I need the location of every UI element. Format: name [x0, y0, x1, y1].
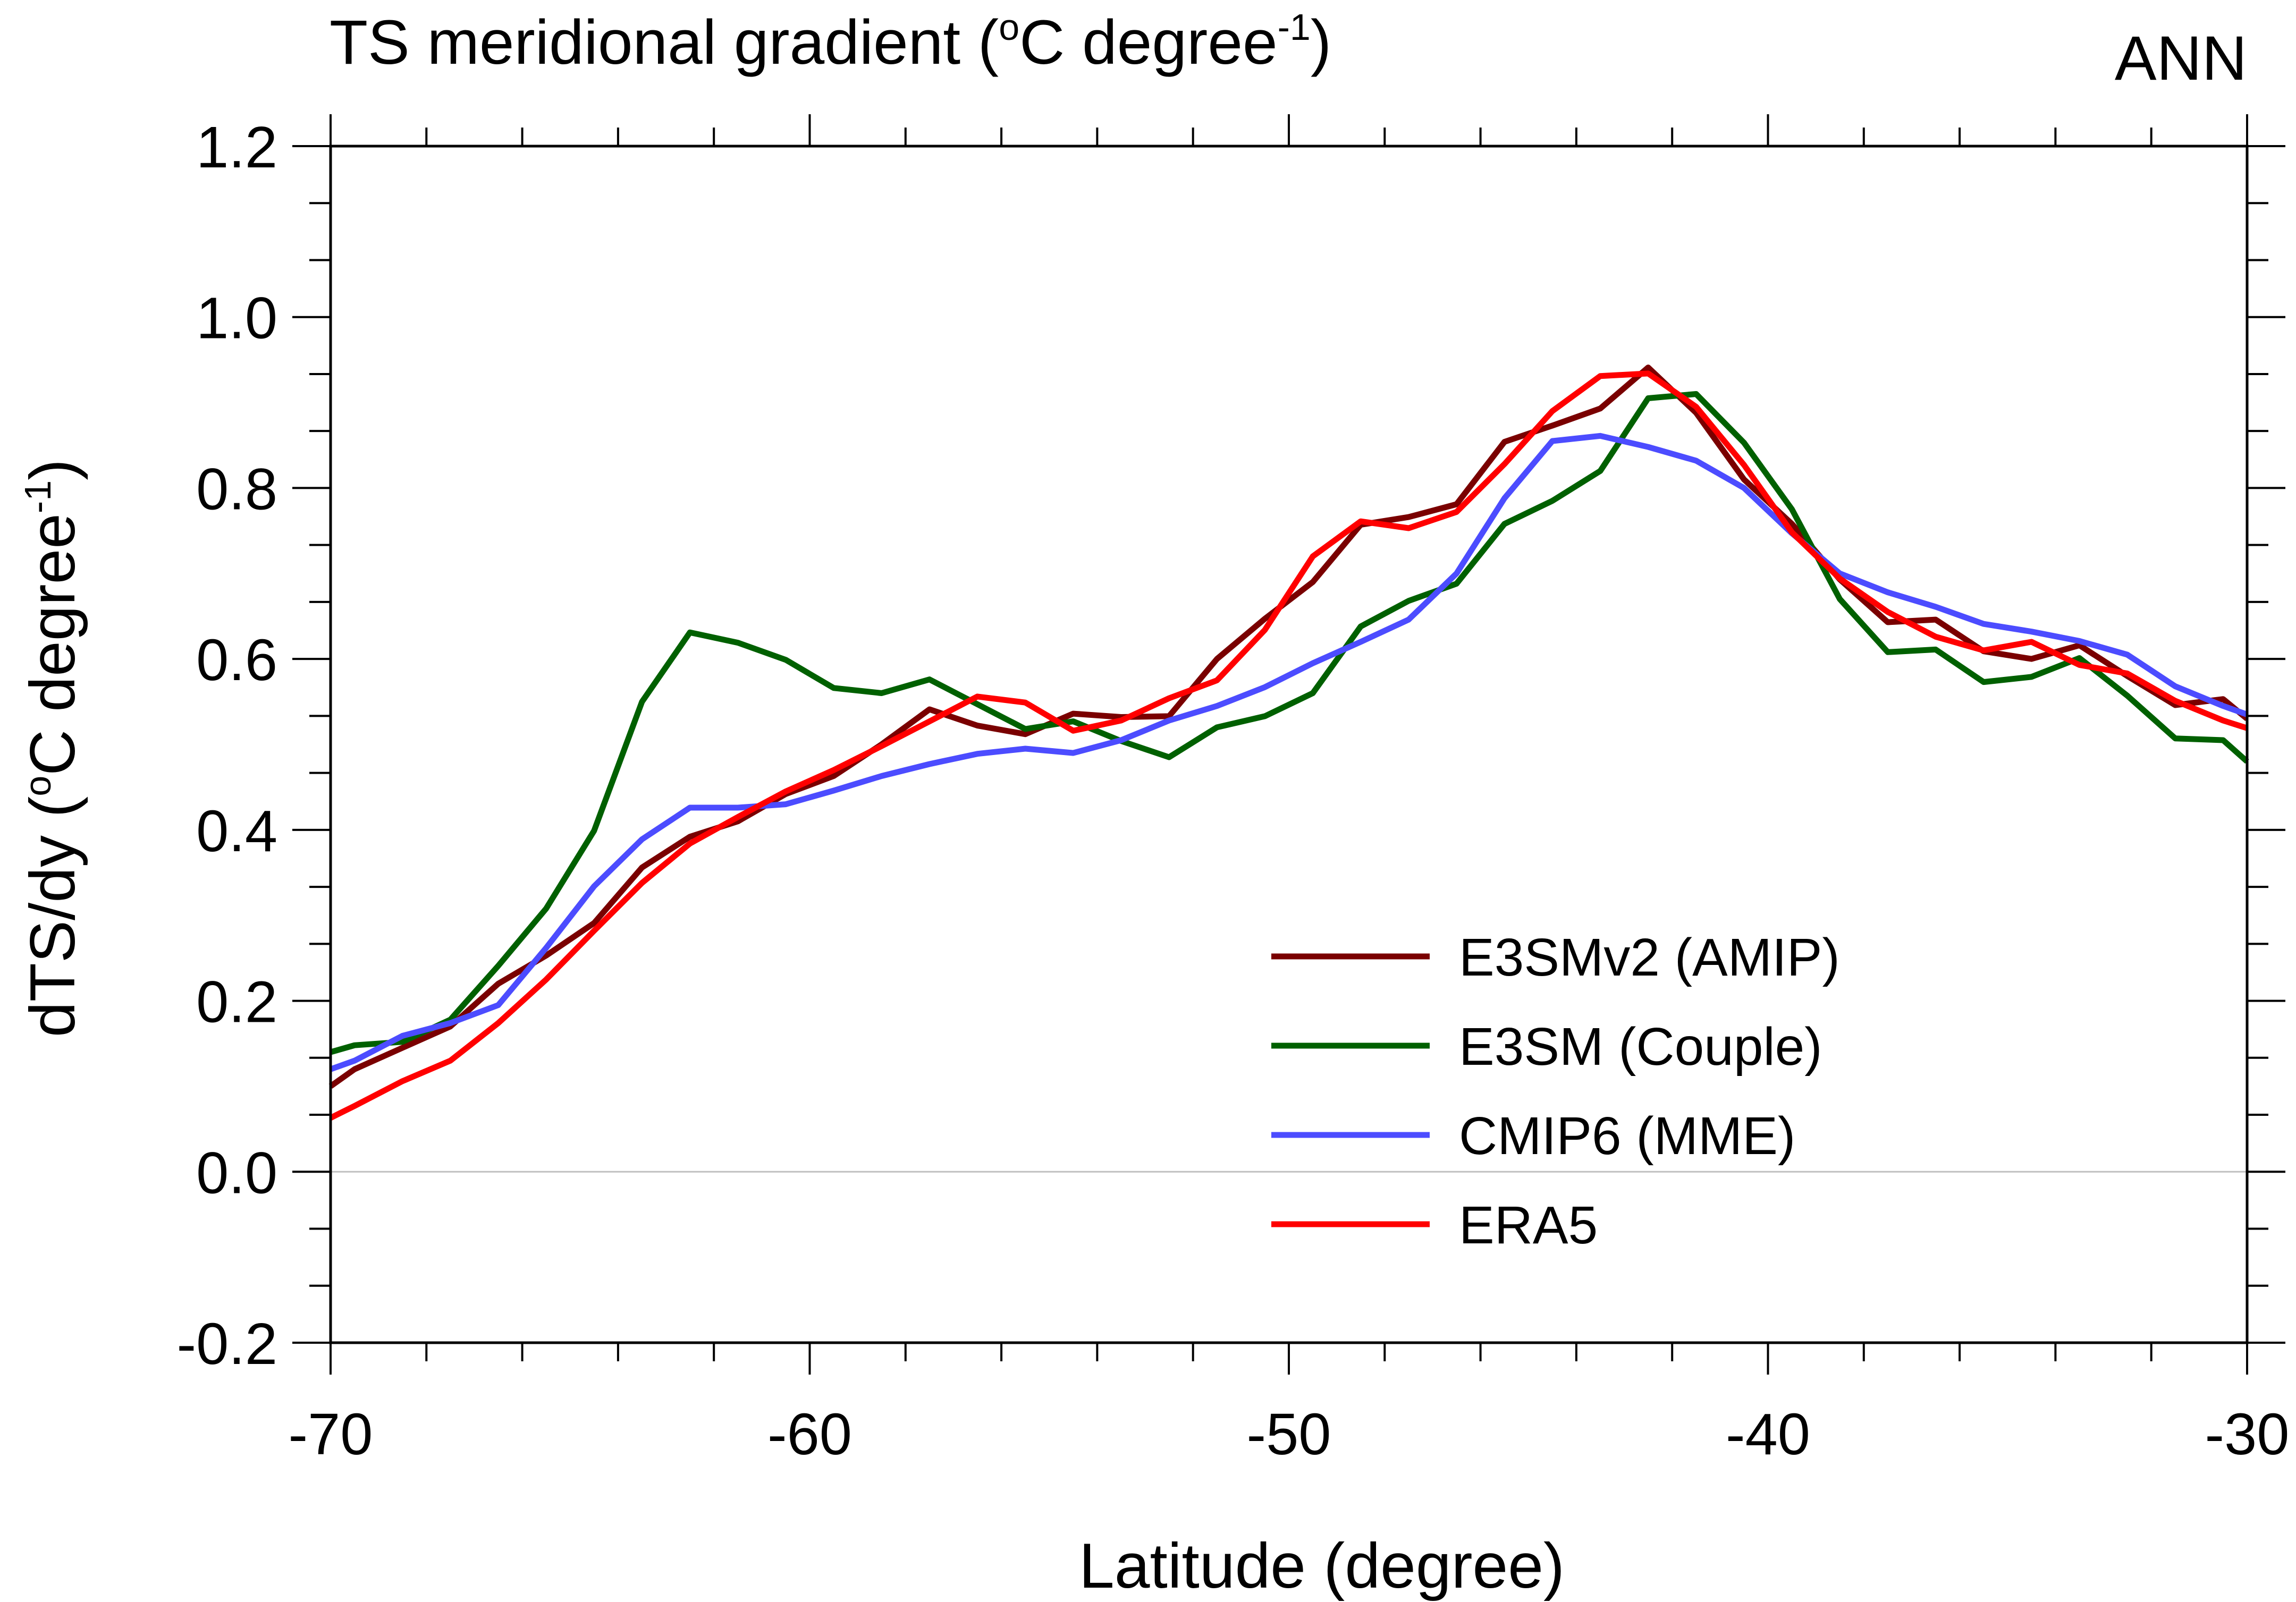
series-layer — [328, 365, 2249, 1121]
x-tick-label: -30 — [2205, 1402, 2290, 1467]
y-tick-label: 1.0 — [196, 286, 277, 351]
tick-layer — [292, 114, 2285, 1375]
chart-title: TS meridional gradient (oC degree-1) — [330, 6, 1331, 78]
series-line-0 — [328, 365, 2249, 1089]
y-tick-label: 0.0 — [196, 1140, 277, 1206]
series-line-2 — [330, 433, 2248, 1072]
x-axis-title: Latitude (degree) — [1079, 1530, 1565, 1601]
y-tick-label: -0.2 — [176, 1311, 277, 1377]
legend-label-0: E3SMv2 (AMIP) — [1459, 928, 1840, 987]
legend-label-2: CMIP6 (MME) — [1459, 1106, 1795, 1166]
legend: E3SMv2 (AMIP) E3SM (Couple) CMIP6 (MME) ERA… — [1271, 928, 1840, 1255]
y-axis-title: dTS/dy (oC degree-1) — [17, 459, 88, 1037]
tick-label-layer: -70 -60 -50 -40 -30 -0.2 0.0 0.2 0.4 0.6 0.8 1.0 1.2 — [176, 115, 2289, 1467]
series-line-3 — [329, 370, 2248, 1121]
legend-label-3: ERA5 — [1459, 1196, 1598, 1255]
y-tick-label: 0.4 — [196, 799, 277, 864]
y-tick-label: 1.2 — [196, 115, 277, 180]
y-tick-label: 0.2 — [196, 970, 277, 1035]
x-tick-label: -50 — [1247, 1402, 1331, 1467]
y-tick-label: 0.8 — [196, 456, 277, 522]
x-tick-label: -60 — [767, 1402, 852, 1467]
y-tick-label: 0.6 — [196, 628, 277, 693]
x-tick-label: -70 — [289, 1402, 373, 1467]
season-label: ANN — [2115, 23, 2247, 94]
x-tick-label: -40 — [1726, 1402, 1810, 1467]
series-line-1 — [330, 391, 2249, 1055]
legend-label-1: E3SM (Couple) — [1459, 1017, 1822, 1077]
